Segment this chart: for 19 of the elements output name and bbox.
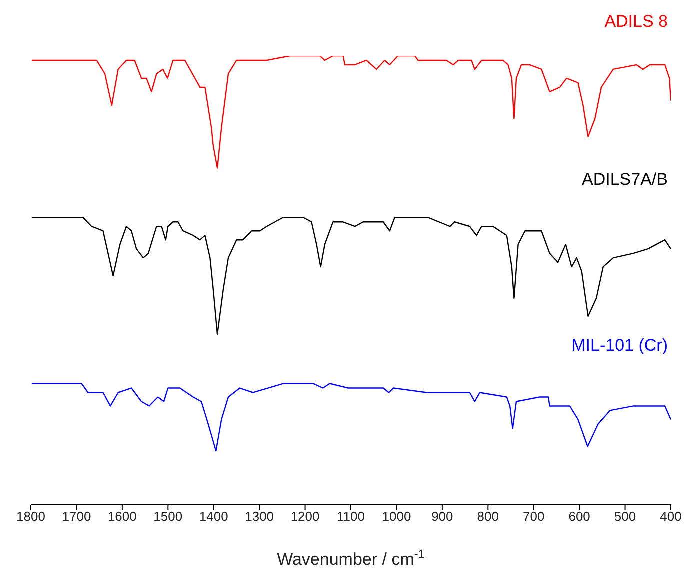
x-tick-label: 1500 <box>154 509 183 524</box>
x-tick-label: 700 <box>523 509 545 524</box>
x-tick-label: 1800 <box>16 509 46 524</box>
x-tick-label: 1200 <box>290 509 320 524</box>
x-tick-label: 400 <box>660 509 682 524</box>
text: ADILS7A/B <box>582 170 668 190</box>
x-tick-label: 900 <box>432 509 454 524</box>
x-tick-label: 1600 <box>108 509 137 524</box>
x-tick-label: 1100 <box>337 509 365 524</box>
x-tick-label: 1300 <box>245 509 274 524</box>
x-axis-title: Wavenumber / cm$^{-1}$ <box>277 547 426 569</box>
x-tick-label: 1400 <box>199 509 228 524</box>
x-tick-label: 600 <box>568 509 590 524</box>
series-label: ADILS 8 <box>604 12 668 32</box>
x-tick-label: 1700 <box>62 509 92 524</box>
x-tick-label: 800 <box>477 509 499 524</box>
x-tick-label: 500 <box>614 509 636 524</box>
x-tick-label: 1000 <box>382 509 412 524</box>
text: MIL-101 (Cr) <box>572 336 668 356</box>
